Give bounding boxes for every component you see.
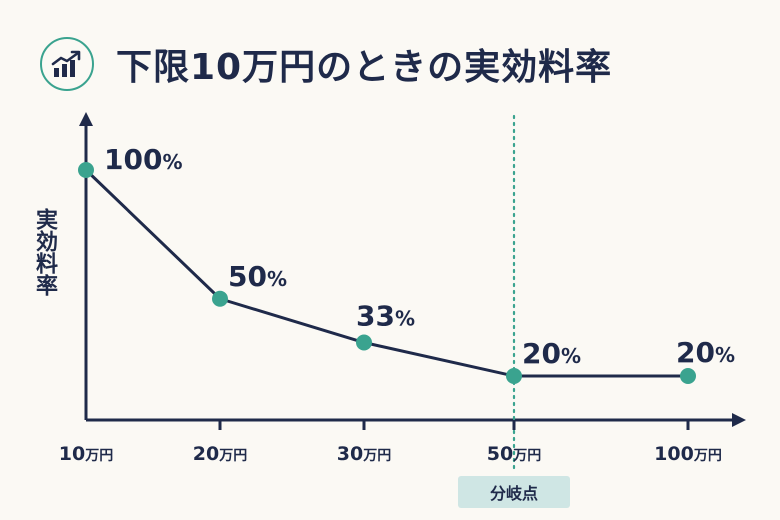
data-label: 20% (522, 337, 581, 370)
data-label: 20% (676, 336, 735, 369)
chart-title: 下限10万円のときの実効料率 (116, 47, 613, 88)
data-point (680, 368, 696, 384)
chart-header: 下限10万円のときの実効料率 (40, 34, 612, 94)
data-label: 100% (104, 143, 183, 176)
data-label: 50% (228, 260, 287, 293)
data-point (356, 334, 372, 351)
y-axis-arrow (79, 112, 93, 126)
data-label: 33% (356, 300, 415, 333)
trending-up-chart-icon (40, 37, 94, 91)
y-axis-label: 実効料率 (32, 208, 57, 296)
x-tick-label: 10万円 (59, 443, 113, 465)
data-point (78, 162, 94, 178)
x-tick-label: 20万円 (193, 443, 247, 465)
x-tick-label: 30万円 (337, 443, 391, 465)
branch-point-tag: 分岐点 (458, 476, 570, 508)
series-line (84, 168, 688, 378)
x-axis-arrow (732, 413, 746, 427)
data-point (212, 290, 228, 307)
x-tick-label: 50万円 (487, 443, 541, 465)
x-tick-label: 100万円 (654, 443, 722, 465)
data-point (506, 368, 522, 384)
